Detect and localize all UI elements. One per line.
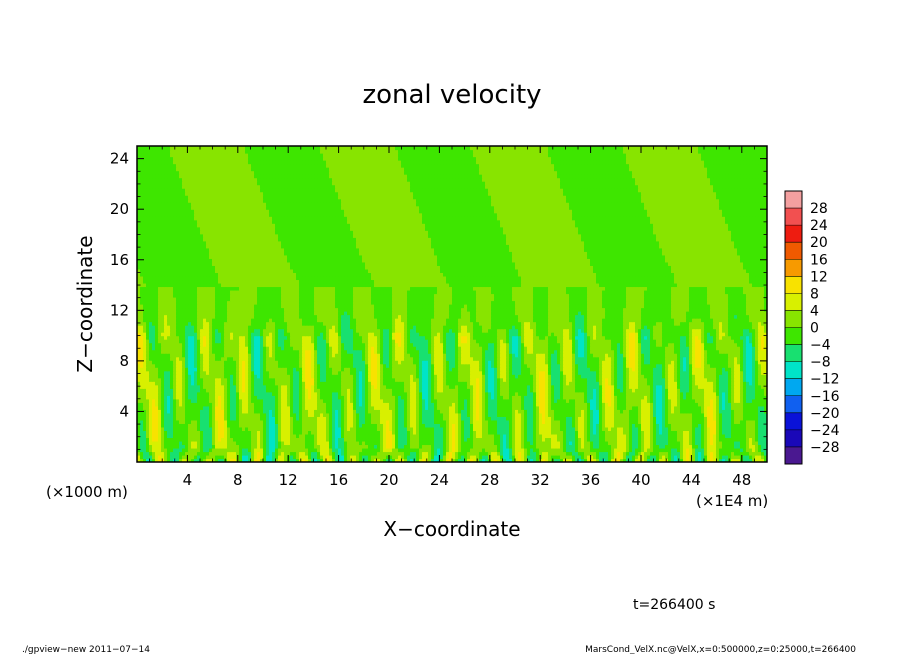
y-axis: 4 8 12 16 20 24	[110, 150, 767, 450]
colorbar-swatch	[785, 412, 802, 431]
y-tick-label: 4	[119, 402, 129, 420]
colorbar-label: 8	[810, 286, 819, 302]
colorbar-label: −20	[810, 406, 840, 422]
colorbar-label: −24	[810, 423, 840, 439]
heatmap-field	[137, 146, 767, 462]
colorbar-label: 12	[810, 269, 828, 285]
colorbar-swatch	[785, 395, 802, 414]
y-axis-label: Z−coordinate	[73, 235, 97, 372]
x-tick-label: 48	[732, 471, 751, 489]
x-tick-label: 44	[682, 471, 701, 489]
x-axis-label: X−coordinate	[383, 517, 520, 541]
colorbar-swatch	[785, 293, 802, 311]
x-tick-label: 8	[233, 471, 243, 489]
colorbar-label: −28	[810, 440, 840, 456]
y-tick-label: 20	[110, 200, 129, 218]
x-tick-label: 12	[279, 471, 298, 489]
colorbar-swatch	[785, 361, 802, 380]
colorbar-swatch	[785, 327, 802, 345]
x-tick-label: 20	[379, 471, 398, 489]
x-tick-label: 16	[329, 471, 348, 489]
colorbar-swatch	[785, 191, 802, 209]
x-tick-label: 40	[631, 471, 650, 489]
y-tick-label: 8	[119, 352, 129, 370]
x-scale-right: (×1E4 m)	[696, 492, 768, 510]
colorbar-label: −4	[810, 338, 831, 354]
x-tick-label: 4	[183, 471, 193, 489]
colorbar-label: 4	[810, 303, 819, 319]
colorbar-label: 28	[810, 201, 828, 217]
colorbar-swatch	[785, 378, 802, 397]
colorbar-swatch	[785, 259, 802, 277]
colorbar-swatch	[785, 242, 802, 260]
x-axis: 4 8 12 16 20 24 28 32 36 40 44 48	[149, 146, 755, 489]
colorbar-swatch	[785, 344, 802, 363]
time-label: t=266400 s	[633, 597, 715, 613]
colorbar-swatch	[785, 208, 802, 226]
y-tick-label: 24	[110, 150, 129, 168]
colorbar-swatch	[785, 446, 802, 465]
colorbar-label: −8	[810, 355, 831, 371]
footer-left: ./gpview−new 2011−07−14	[22, 645, 150, 654]
x-tick-label: 24	[430, 471, 449, 489]
colorbar-label: 16	[810, 252, 828, 268]
y-tick-label: 12	[110, 301, 129, 319]
colorbar-swatch	[785, 225, 802, 243]
x-tick-label: 28	[480, 471, 499, 489]
y-tick-label: 16	[110, 251, 129, 269]
colorbar-swatch	[785, 429, 802, 448]
colorbar-label: −12	[810, 372, 840, 388]
x-tick-label: 32	[531, 471, 550, 489]
footer-right: MarsCond_VelX.nc@VelX,x=0:500000,z=0:250…	[585, 645, 856, 654]
colorbar-swatch	[785, 310, 802, 328]
colorbar-label: 20	[810, 235, 828, 251]
colorbar-label: 24	[810, 218, 828, 234]
x-scale-left: (×1000 m)	[46, 483, 128, 501]
colorbar-swatch	[785, 276, 802, 294]
chart-title: zonal velocity	[362, 80, 541, 110]
x-tick-label: 36	[581, 471, 600, 489]
colorbar-label: 0	[810, 321, 819, 337]
colorbar-label: −16	[810, 389, 840, 405]
